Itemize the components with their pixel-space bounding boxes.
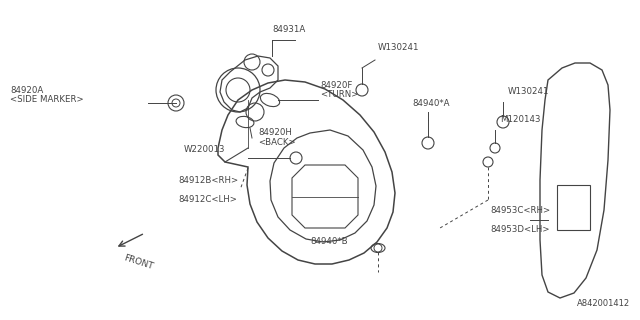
Text: 84940*A: 84940*A — [412, 99, 449, 108]
Text: 84920A: 84920A — [10, 86, 44, 95]
Text: <BACK>: <BACK> — [258, 138, 296, 147]
Text: FRONT: FRONT — [122, 253, 154, 271]
Text: W220013: W220013 — [184, 146, 225, 155]
Text: <TURN>: <TURN> — [320, 90, 358, 99]
Text: W130241: W130241 — [508, 87, 550, 96]
Text: A842001412: A842001412 — [577, 299, 630, 308]
Text: 84931A: 84931A — [272, 25, 305, 34]
Text: <SIDE MARKER>: <SIDE MARKER> — [10, 95, 84, 104]
Text: W130241: W130241 — [378, 43, 419, 52]
Text: 84940*B: 84940*B — [310, 237, 348, 246]
Text: 84912C<LH>: 84912C<LH> — [178, 195, 237, 204]
Text: 84953D<LH>: 84953D<LH> — [490, 225, 550, 234]
Text: M120143: M120143 — [500, 115, 541, 124]
Text: 84953C<RH>: 84953C<RH> — [490, 206, 550, 215]
Text: 84920H: 84920H — [258, 128, 292, 137]
Text: 84920F: 84920F — [320, 81, 353, 90]
Text: 84912B<RH>: 84912B<RH> — [178, 176, 238, 185]
